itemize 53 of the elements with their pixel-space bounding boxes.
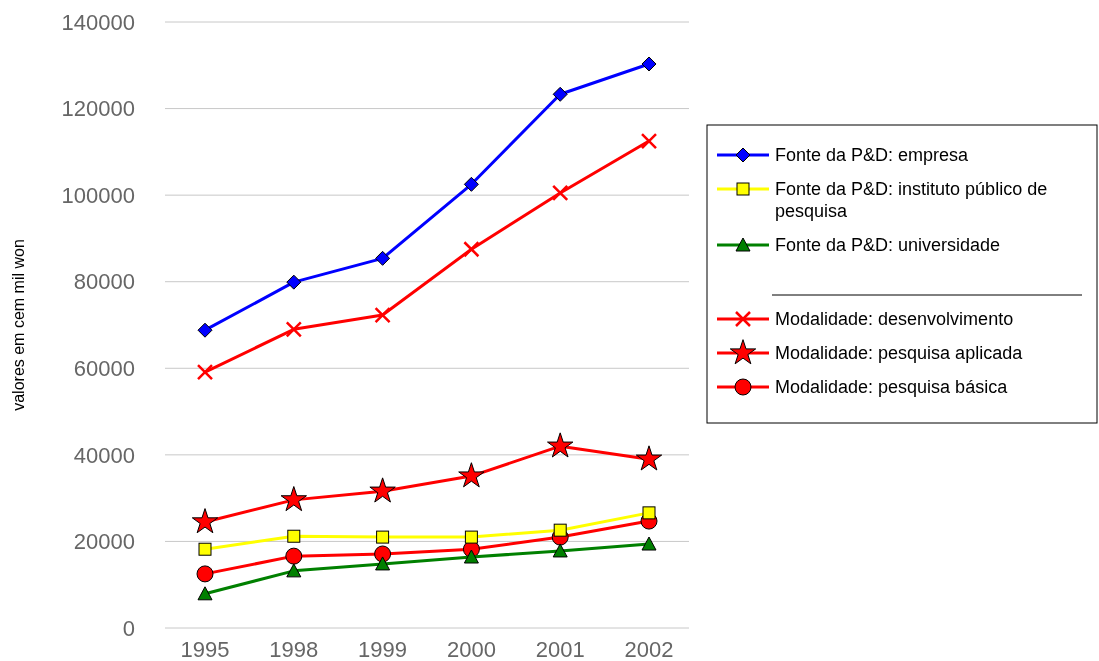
point: [286, 563, 302, 578]
x-tick-label: 1999: [358, 637, 408, 661]
y-axis-title: valores em cem mil won: [10, 239, 27, 411]
x-tick-label: 2000: [446, 637, 496, 661]
point: [197, 322, 213, 338]
point: [287, 529, 301, 543]
point: [375, 250, 391, 266]
point: [552, 543, 568, 558]
point: [458, 462, 485, 488]
legend-label: Modalidade: pesquisa aplicada: [775, 343, 1024, 364]
y-tick-label: 20000: [73, 529, 135, 555]
point: [196, 363, 214, 381]
point: [635, 445, 663, 471]
point: [640, 132, 658, 150]
y-tick-label: 0: [122, 615, 135, 641]
point: [196, 565, 214, 583]
point: [286, 274, 302, 290]
x-tick-label: 1998: [269, 637, 319, 661]
point: [553, 523, 567, 537]
point: [369, 477, 396, 503]
point: [285, 321, 303, 338]
point: [641, 536, 657, 551]
point: [463, 549, 479, 564]
y-tick-label: 120000: [61, 96, 135, 122]
point: [375, 556, 391, 571]
x-tick-label: 1995: [180, 637, 230, 661]
point: [642, 506, 656, 520]
point: [198, 542, 212, 556]
x-tick-label: 2001: [535, 637, 585, 661]
point: [463, 176, 479, 192]
y-tick-label: 40000: [73, 442, 135, 468]
point: [551, 184, 569, 202]
point: [376, 530, 390, 544]
point: [374, 306, 391, 324]
point: [280, 486, 307, 512]
legend-label: Modalidade: desenvolvimento: [775, 309, 1014, 330]
legend-label: Fonte da P&D: universidade: [775, 235, 1001, 256]
point: [285, 547, 303, 565]
point: [464, 530, 478, 544]
legend-label: Fonte da P&D: empresa: [775, 145, 970, 166]
point: [641, 56, 657, 72]
point: [552, 86, 568, 102]
y-tick-label: 140000: [61, 9, 135, 35]
point: [197, 586, 213, 601]
legend-label: Modalidade: pesquisa básica: [775, 377, 1009, 398]
point: [547, 432, 574, 458]
x-tick-label: 2002: [624, 637, 674, 661]
y-tick-label: 100000: [61, 182, 135, 208]
y-tick-label: 60000: [73, 355, 135, 381]
legend-label: Fonte da P&D: instituto público de pesquisa: [775, 179, 1048, 222]
y-tick-label: 80000: [73, 269, 135, 295]
point: [191, 508, 219, 534]
point: [463, 241, 480, 258]
